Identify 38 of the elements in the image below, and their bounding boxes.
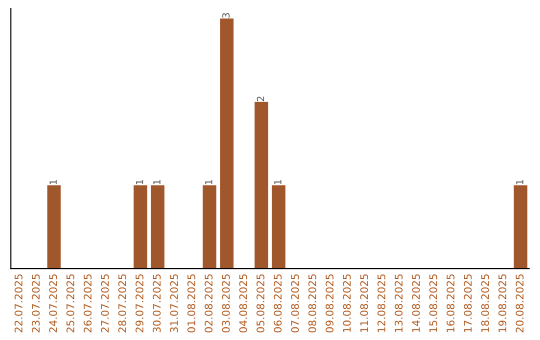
- x-tick-label: 25.07.2025: [66, 274, 74, 332]
- data-label: 1: [274, 180, 282, 184]
- data-label: 1: [205, 180, 212, 184]
- x-tick-label: 10.08.2025: [342, 274, 351, 332]
- x-tick-label: 05.08.2025: [256, 274, 264, 332]
- x-tick-label: 16.08.2025: [446, 274, 454, 332]
- x-tick-label: 15.08.2025: [429, 274, 438, 332]
- x-tick-label: 03.08.2025: [222, 274, 230, 332]
- x-tick-label: 19.08.2025: [498, 274, 506, 332]
- x-tick-label: 29.07.2025: [136, 274, 144, 332]
- x-tick-label: 08.08.2025: [308, 274, 316, 332]
- x-tick-label: 17.08.2025: [464, 274, 472, 332]
- x-tick-label: 23.07.2025: [32, 274, 40, 332]
- x-tick-label: 01.08.2025: [187, 274, 196, 332]
- data-label: 1: [516, 180, 524, 184]
- x-tick-label: 04.08.2025: [239, 274, 248, 332]
- data-label: 1: [153, 180, 160, 184]
- x-tick-label: 31.07.2025: [170, 274, 178, 332]
- data-label: 2: [256, 96, 264, 102]
- x-tick-label: 30.07.2025: [152, 274, 161, 332]
- x-tick-label: 26.07.2025: [84, 274, 92, 332]
- x-tick-label: 06.08.2025: [274, 274, 282, 332]
- data-label: 1: [50, 180, 57, 184]
- x-tick-label: 12.08.2025: [377, 274, 386, 332]
- x-tick-label: 18.08.2025: [481, 274, 490, 332]
- x-tick-label: 11.08.2025: [360, 274, 368, 332]
- x-tick-label: 13.08.2025: [394, 274, 403, 332]
- x-tick-label: 24.07.2025: [49, 274, 58, 332]
- data-label: 1: [136, 180, 144, 184]
- x-tick-label: 14.08.2025: [412, 274, 420, 332]
- x-tick-label: 07.08.2025: [291, 274, 299, 332]
- x-tick-label: 09.08.2025: [326, 274, 334, 332]
- x-tick-label: 22.07.2025: [14, 274, 22, 332]
- x-tick-label: 02.08.2025: [204, 274, 213, 332]
- x-tick-label: 27.07.2025: [100, 274, 109, 332]
- data-label: 3: [222, 13, 230, 18]
- x-tick-label: 20.08.2025: [516, 274, 524, 332]
- x-tick-label: 28.07.2025: [118, 274, 126, 332]
